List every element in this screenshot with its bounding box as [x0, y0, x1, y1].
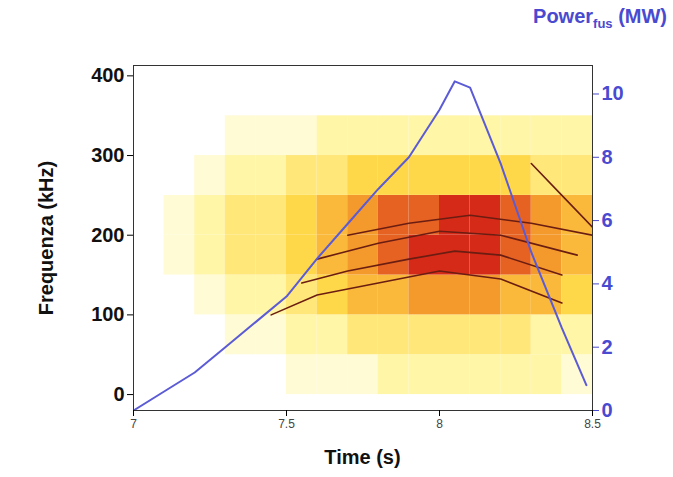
svg-text:8: 8 — [602, 146, 613, 168]
svg-text:2: 2 — [602, 336, 613, 358]
svg-text:0: 0 — [113, 383, 124, 405]
svg-text:0: 0 — [602, 399, 613, 421]
svg-text:Frequenza (kHz): Frequenza (kHz) — [35, 161, 57, 315]
svg-text:200: 200 — [91, 224, 124, 246]
html-text:Powerfus(MW): Powerfus(MW) — [533, 5, 667, 31]
svg-text:7: 7 — [130, 417, 137, 431]
svg-text:7.5: 7.5 — [278, 417, 295, 431]
svg-text:8.5: 8.5 — [584, 417, 601, 431]
svg-text:300: 300 — [91, 144, 124, 166]
html-text:Time (s): Time (s) — [324, 446, 401, 468]
svg-text:4: 4 — [602, 272, 614, 294]
svg-text:10: 10 — [602, 82, 624, 104]
svg-text:6: 6 — [602, 209, 613, 231]
svg-text:400: 400 — [91, 64, 124, 86]
svg-text:8: 8 — [436, 417, 443, 431]
svg-text:100: 100 — [91, 303, 124, 325]
